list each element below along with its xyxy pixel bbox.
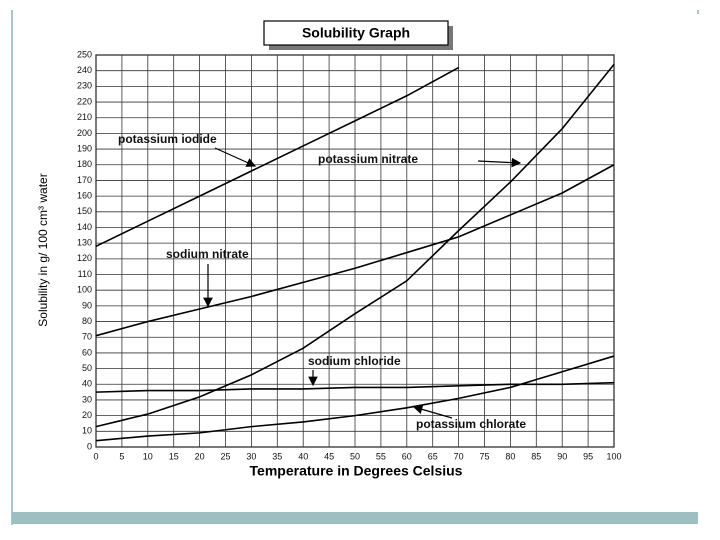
y-tick-label: 80 bbox=[82, 316, 92, 326]
x-axis-label: Temperature in Degrees Celsius bbox=[250, 463, 463, 479]
y-tick-label: 190 bbox=[77, 143, 92, 153]
series-line bbox=[95, 355, 615, 442]
x-tick-label: 35 bbox=[272, 451, 282, 461]
y-tick-label: 170 bbox=[77, 175, 92, 185]
series-annotation: sodium nitrate bbox=[166, 247, 249, 261]
title-box bbox=[263, 20, 449, 46]
x-tick-label: 100 bbox=[606, 451, 621, 461]
y-tick-label: 160 bbox=[77, 190, 92, 200]
y-axis-label: Solubility in g/ 100 cm³ water bbox=[36, 173, 50, 326]
y-tick-label: 100 bbox=[77, 285, 92, 295]
y-tick-label: 120 bbox=[77, 253, 92, 263]
x-tick-label: 25 bbox=[220, 451, 230, 461]
y-tick-label: 230 bbox=[77, 81, 92, 91]
series-line bbox=[95, 66, 459, 248]
series-line bbox=[95, 164, 615, 337]
series-line bbox=[95, 63, 615, 428]
y-tick-label: 250 bbox=[77, 49, 92, 59]
x-tick-label: 30 bbox=[246, 451, 256, 461]
y-tick-label: 180 bbox=[77, 159, 92, 169]
x-tick-label: 75 bbox=[479, 451, 489, 461]
x-tick-label: 85 bbox=[531, 451, 541, 461]
x-tick-label: 0 bbox=[93, 451, 98, 461]
x-tick-label: 95 bbox=[583, 451, 593, 461]
x-tick-label: 70 bbox=[454, 451, 464, 461]
x-tick-label: 40 bbox=[298, 451, 308, 461]
y-tick-label: 200 bbox=[77, 128, 92, 138]
x-tick-label: 45 bbox=[324, 451, 334, 461]
y-tick-label: 150 bbox=[77, 206, 92, 216]
series-annotation: sodium chloride bbox=[308, 354, 401, 368]
annotation-arrow bbox=[412, 404, 453, 419]
series-annotation: potassium chlorate bbox=[416, 417, 526, 431]
y-tick-label: 50 bbox=[82, 363, 92, 373]
x-tick-label: 90 bbox=[557, 451, 567, 461]
y-tick-label: 30 bbox=[82, 394, 92, 404]
x-tick-label: 60 bbox=[402, 451, 412, 461]
y-tick-label: 40 bbox=[82, 379, 92, 389]
x-tick-label: 20 bbox=[195, 451, 205, 461]
annotation-arrow bbox=[214, 147, 257, 167]
x-tick-label: 50 bbox=[350, 451, 360, 461]
slide-bottom-bar bbox=[12, 512, 698, 524]
y-tick-label: 20 bbox=[82, 410, 92, 420]
series-annotation: potassium iodide bbox=[118, 132, 217, 146]
y-tick-label: 220 bbox=[77, 96, 92, 106]
x-tick-label: 15 bbox=[169, 451, 179, 461]
x-tick-label: 55 bbox=[376, 451, 386, 461]
y-tick-label: 60 bbox=[82, 347, 92, 357]
y-tick-label: 10 bbox=[82, 426, 92, 436]
y-tick-label: 70 bbox=[82, 332, 92, 342]
x-tick-label: 65 bbox=[428, 451, 438, 461]
y-tick-label: 0 bbox=[87, 441, 92, 451]
y-tick-label: 210 bbox=[77, 112, 92, 122]
y-tick-label: 240 bbox=[77, 65, 92, 75]
y-tick-label: 130 bbox=[77, 238, 92, 248]
x-tick-label: 5 bbox=[119, 451, 124, 461]
y-tick-label: 110 bbox=[78, 269, 92, 279]
chart-title: Solubility Graph bbox=[302, 25, 410, 41]
x-tick-label: 10 bbox=[143, 451, 153, 461]
x-tick-label: 80 bbox=[505, 451, 515, 461]
series-annotation: potassium nitrate bbox=[318, 152, 418, 166]
annotation-arrow bbox=[477, 157, 522, 168]
y-tick-label: 90 bbox=[82, 300, 92, 310]
series-line bbox=[95, 381, 615, 393]
y-tick-label: 140 bbox=[77, 222, 92, 232]
